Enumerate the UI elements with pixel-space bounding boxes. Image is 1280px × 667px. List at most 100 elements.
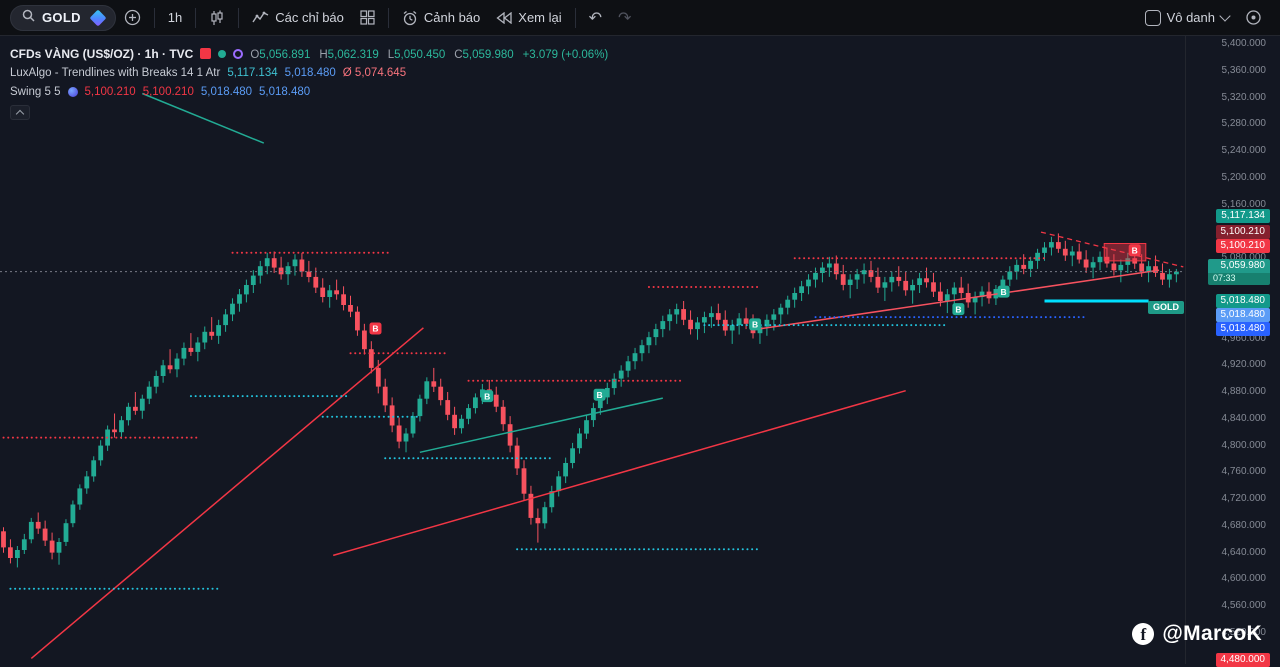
candles-icon [209,10,225,26]
top-toolbar: GOLD 1h Các chỉ báo [0,0,1280,36]
price-tick: 4,720.000 [1221,493,1267,505]
snapshot-button[interactable] [1237,4,1270,31]
collapse-chevron-icon [15,109,25,119]
symbol-title: CFDs VÀNG (US$/OZ) · 1h · TVC [10,46,194,61]
swing-legend-row[interactable]: Swing 5 5 5,100.210 5,100.210 5,018.480 … [10,82,608,101]
facebook-icon: f [1132,623,1155,645]
close-key: C [454,48,463,61]
price-tick: 5,240.000 [1221,145,1267,157]
price-tick: 4,840.000 [1221,412,1267,424]
luxalgo-legend-row[interactable]: LuxAlgo - Trendlines with Breaks 14 1 At… [10,63,608,82]
layout-grid-icon [360,10,375,25]
luxalgo-title: LuxAlgo - Trendlines with Breaks 14 1 At… [10,66,221,79]
close-value: 5,059.980 [462,48,514,61]
price-tick: 4,800.000 [1221,439,1267,451]
current-price-value: 5,059.980 [1208,258,1270,273]
search-icon [22,9,35,27]
timeframe-button[interactable]: 1h [160,5,190,30]
price-tick: 4,960.000 [1221,332,1267,344]
symbol-search-pill[interactable]: GOLD [10,4,116,31]
price-tick: 4,680.000 [1221,519,1267,531]
indicator-price-label: 5,117.134 [1216,209,1270,224]
redo-button[interactable]: ↷ [610,3,639,33]
toolbar-separator [238,7,240,28]
watermark: f @MarcoK [1132,622,1262,646]
swing-high-value-1: 5,100.210 [84,85,136,98]
realtime-dot-icon [218,49,227,58]
chart-legend: CFDs VÀNG (US$/OZ) · 1h · TVC O5,056.891… [10,44,608,120]
indicator-price-label: 5,018.480 [1215,308,1270,323]
symbol-logo-icon [89,9,107,26]
price-tick: 4,760.000 [1221,466,1267,478]
luxalgo-lower-value: 5,018.480 [284,66,336,79]
link-icon [233,48,244,59]
redo-icon: ↷ [618,9,632,27]
replay-label: Xem lại [518,10,562,25]
current-price-label: 5,059.980 07:33 [1208,258,1270,285]
price-tick: 5,400.000 [1221,38,1267,49]
swing-icon [67,86,78,97]
undo-icon: ↶ [588,9,603,27]
indicator-price-label: 5,100.210 [1215,224,1270,239]
symbol-legend-row[interactable]: CFDs VÀNG (US$/OZ) · 1h · TVC O5,056.891… [10,44,608,63]
open-key: O [250,48,260,61]
chevron-down-icon [1219,10,1231,22]
svg-text:B: B [372,324,378,334]
snapshot-icon [1245,9,1262,26]
alerts-button[interactable]: Cảnh báo [394,5,488,31]
current-symbol-tag: GOLD [1148,300,1184,314]
toolbar-right: Vô danh [1137,4,1270,31]
indicator-price-label: 5,018.480 [1215,294,1270,309]
toolbar-separator [195,7,197,28]
chart-canvas[interactable]: B B B B B B B [0,36,1185,664]
chart-type-button[interactable] [201,5,233,31]
undo-button[interactable]: ↶ [581,3,610,33]
price-tick: 4,640.000 [1221,546,1267,558]
swing-title: Swing 5 5 [10,85,61,98]
toolbar-separator [574,7,576,28]
svg-text:B: B [597,390,603,400]
open-value: 5,056.891 [259,48,311,61]
indicators-label: Các chỉ báo [275,10,344,25]
price-tick: 4,520.000 [1221,627,1267,638]
price-tick: 5,360.000 [1221,64,1267,76]
bar-countdown: 07:33 [1208,272,1270,285]
svg-text:B: B [1001,287,1007,297]
luxalgo-avg-value: Ø 5,074.645 [342,66,407,79]
price-tick: 4,880.000 [1221,386,1267,398]
price-tick: 4,920.000 [1221,359,1267,371]
break-label: B [481,390,494,403]
indicators-button[interactable]: Các chỉ báo [244,5,352,30]
compare-add-button[interactable] [116,4,149,31]
indicator-price-label: 5,100.210 [1215,238,1270,253]
toolbar-left: GOLD 1h Các chỉ báo [10,3,639,33]
break-label: B [952,303,965,316]
change-value: +3.079 (+0.06%) [522,48,609,61]
flag-icon [200,48,212,59]
indicator-price-label: 5,018.480 [1215,322,1270,337]
legend-collapse-button[interactable] [10,105,30,120]
luxalgo-upper-value: 5,117.134 [227,66,278,79]
swing-low-value-1: 5,018.480 [200,85,253,98]
price-tick: 4,600.000 [1221,573,1267,585]
watermark-handle: @MarcoK [1162,622,1262,645]
break-label: B [1128,244,1141,257]
break-label: B [997,285,1010,298]
account-label: Vô danh [1166,10,1215,25]
indicators-icon [252,10,269,25]
symbol-name: GOLD [42,10,81,25]
svg-text:B: B [1132,245,1138,255]
replay-rewind-icon [496,11,512,24]
layout-grid-button[interactable] [352,5,383,30]
plus-circle-icon [124,9,141,26]
svg-text:B: B [484,391,490,401]
swing-low-value-2: 5,018.480 [259,85,311,98]
indicator-price-label: 4,480.000 [1215,652,1270,667]
replay-button[interactable]: Xem lại [488,5,569,30]
price-tick: 5,280.000 [1221,118,1267,130]
low-key: L [387,48,395,61]
alarm-clock-icon [402,10,418,26]
price-axis[interactable]: 5,400.000 5,360.000 5,320.000 5,280.000 5,24… [1185,36,1280,667]
account-menu-button[interactable]: Vô danh [1137,5,1237,31]
